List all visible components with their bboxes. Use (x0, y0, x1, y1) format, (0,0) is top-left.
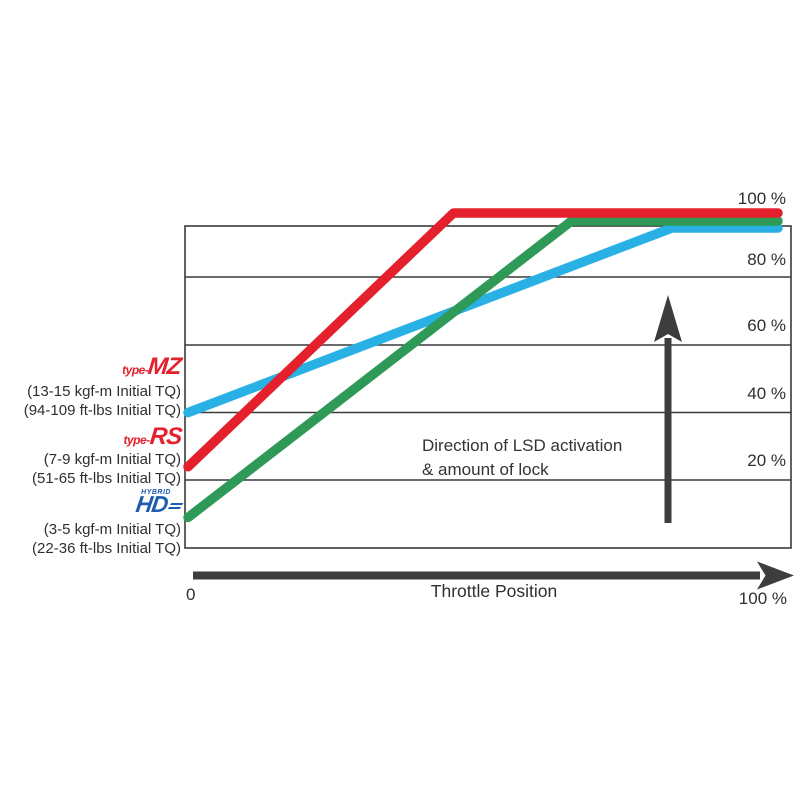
y-axis-label-100: 100 % (737, 189, 786, 208)
hd-spec-kgfm: (3-5 kgf-m Initial TQ) (43, 521, 181, 538)
type-rs-logo-prefix: type- (123, 433, 150, 447)
lsd-direction-annotation: Direction of LSD activation & amount of … (422, 434, 622, 481)
type-mz-logo-prefix: type- (122, 363, 149, 377)
plot-grid (184, 225, 792, 549)
series-line-hd (183, 216, 783, 523)
type-mz-spec-kgfm: (13-15 kgf-m Initial TQ) (27, 383, 181, 400)
hd-logo-stripes (166, 503, 184, 512)
hd-logo-name: HD (134, 491, 169, 517)
y-axis-label-80: 80 % (747, 250, 786, 269)
type-rs-spec-kgfm: (7-9 kgf-m Initial TQ) (43, 451, 181, 468)
type-mz-logo: type-MZ (122, 353, 183, 380)
series-line-type-rs (183, 208, 783, 472)
y-axis-label-60: 60 % (747, 316, 786, 335)
type-rs-logo-name: RS (148, 423, 183, 450)
annotation-line-1: Direction of LSD activation (422, 436, 623, 455)
x-axis-min-label: 0 (186, 585, 196, 604)
type-rs-logo: type-RS (123, 423, 183, 450)
hd-logo-hybrid-text: HYBRID (141, 489, 171, 496)
x-axis-max-label: 100 % (738, 589, 787, 608)
type-rs-spec-ftlbs: (51-65 ft-lbs Initial TQ) (32, 470, 181, 487)
x-axis-title: Throttle Position (430, 581, 558, 601)
throttle-axis-arrow (193, 561, 794, 590)
hd-spec-ftlbs: (22-36 ft-lbs Initial TQ) (32, 540, 181, 557)
annotation-line-2: & amount of lock (422, 459, 549, 479)
type-mz-spec-ftlbs: (94-109 ft-lbs Initial TQ) (23, 402, 181, 419)
lsd-direction-arrow (654, 295, 682, 523)
series-lines (183, 208, 783, 523)
y-axis-label-20: 20 % (747, 451, 786, 470)
y-axis-label-40: 40 % (747, 384, 786, 403)
type-mz-logo-name: MZ (146, 353, 183, 380)
series-line-type-mz (183, 223, 783, 418)
hd-logo: HYBRID HD (134, 489, 184, 517)
